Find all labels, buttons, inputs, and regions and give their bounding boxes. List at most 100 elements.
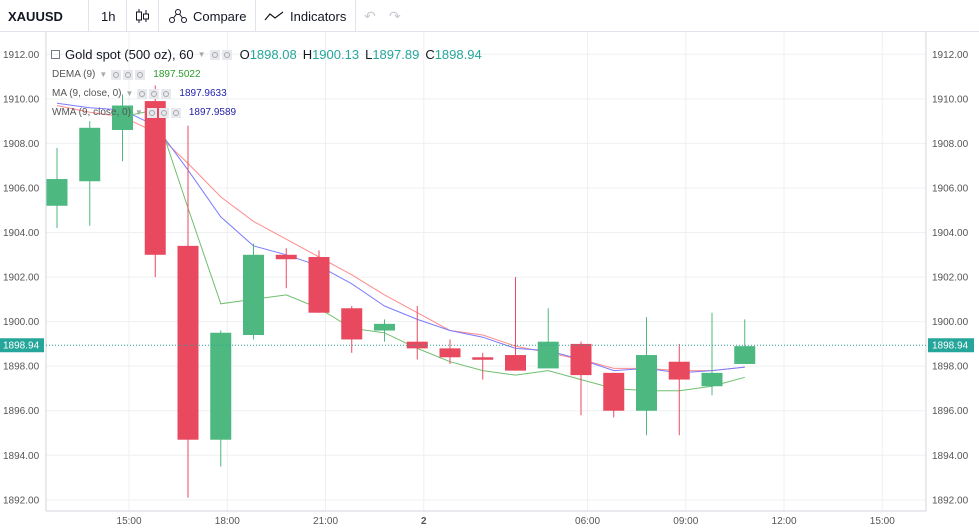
open-label: O (239, 47, 250, 62)
y-tick-label-right: 1910.00 (932, 94, 969, 105)
candle (439, 339, 461, 364)
candle (701, 312, 723, 396)
toolbar-divider (355, 0, 356, 32)
candle (308, 250, 330, 313)
candle-body (46, 179, 68, 206)
settings-icon[interactable] (123, 69, 134, 80)
x-tick-label: 15:00 (870, 516, 895, 527)
high-label: H (302, 47, 313, 62)
candle (734, 319, 756, 364)
candle (177, 125, 199, 498)
candle-body (144, 101, 166, 255)
y-tick-label-left: 1898.00 (3, 362, 40, 373)
x-tick-label: 12:00 (772, 516, 797, 527)
candle (79, 121, 101, 226)
y-tick-label-right: 1896.00 (932, 406, 969, 417)
visibility-icon[interactable] (146, 107, 157, 118)
candle (275, 248, 297, 289)
compare-label: Compare (193, 8, 247, 24)
y-tick-label-left: 1896.00 (3, 406, 40, 417)
axes: 1912.00 1912.00 1910.00 1910.00 1908.00 1908.… (0, 32, 974, 527)
candle-body (603, 372, 625, 411)
close-icon[interactable] (170, 107, 181, 118)
candle (668, 343, 690, 436)
settings-icon[interactable] (158, 107, 169, 118)
high-value: 1900.13 (312, 47, 360, 62)
settings-icon[interactable] (221, 49, 232, 60)
candle (537, 308, 559, 369)
undo-icon[interactable]: ↶ (364, 7, 376, 24)
x-tick-label: 15:00 (117, 516, 142, 527)
candle-body (406, 341, 428, 349)
candle (374, 319, 395, 342)
y-tick-label-right: 1908.00 (932, 139, 969, 150)
toolbar-divider (158, 0, 159, 32)
close-icon[interactable] (135, 69, 146, 80)
close-value: 1898.94 (434, 47, 482, 62)
indicators-button[interactable]: Indicators (264, 0, 346, 32)
candle-body (472, 357, 494, 360)
candle (603, 372, 625, 418)
indicators-icon (264, 11, 284, 21)
y-tick-label-left: 1908.00 (3, 139, 40, 150)
close-icon[interactable] (161, 88, 172, 99)
y-tick-label-right: 1912.00 (932, 50, 969, 61)
candle (243, 243, 264, 340)
x-tick-label: 09:00 (673, 516, 698, 527)
candle (210, 330, 232, 467)
candle (636, 317, 657, 436)
x-tick-label: 21:00 (313, 516, 338, 527)
redo-icon[interactable]: ↷ (389, 7, 401, 24)
compare-icon (169, 9, 187, 23)
series-title: Gold spot (500 oz), 60 (65, 47, 194, 62)
x-tick-label: 06:00 (575, 516, 600, 527)
close-label: C (425, 47, 435, 62)
toolbar-divider (88, 0, 89, 32)
y-tick-label-right: 1906.00 (932, 183, 969, 194)
y-tick-label-left: 1894.00 (3, 451, 40, 462)
visibility-icon[interactable] (137, 88, 148, 99)
y-tick-label-left: 1892.00 (3, 495, 40, 506)
indicator-name: MA (9, close, 0) (52, 88, 122, 99)
legend-dema: DEMA (9) ▼ 1897.5022 (52, 69, 201, 80)
candle (46, 147, 68, 229)
y-tick-label-left: 1902.00 (3, 273, 40, 284)
candle-body (734, 346, 756, 364)
candles-icon (136, 9, 149, 23)
symbol-search[interactable]: XAUUSD (8, 8, 63, 24)
legend-wma: WMA (9, close, 0) ▼ 1897.9589 (52, 107, 236, 118)
caret-down-icon[interactable]: ▼ (99, 70, 108, 79)
y-tick-label-left: 1906.00 (3, 183, 40, 194)
low-label: L (365, 47, 373, 62)
visibility-icon[interactable] (209, 49, 220, 60)
wma-line (56, 102, 745, 374)
collapse-icon[interactable] (51, 50, 60, 59)
candle-body (79, 127, 101, 182)
candle (341, 306, 363, 353)
candle-body (243, 254, 264, 335)
visibility-icon[interactable] (111, 69, 122, 80)
compare-button[interactable]: Compare (168, 0, 246, 32)
interval-button[interactable]: 1h (101, 8, 116, 24)
low-value: 1897.89 (372, 47, 420, 62)
y-tick-label-left: 1904.00 (3, 228, 40, 239)
x-tick-label: 18:00 (215, 516, 240, 527)
indicator-value: 1897.5022 (153, 69, 201, 80)
y-tick-label-right: 1892.00 (932, 495, 969, 506)
legend-ma: MA (9, close, 0) ▼ 1897.9633 (52, 88, 227, 99)
caret-down-icon[interactable]: ▼ (197, 50, 206, 59)
candle (406, 306, 428, 360)
y-tick-label-right: 1898.00 (932, 362, 969, 373)
caret-down-icon[interactable]: ▼ (125, 89, 134, 98)
candle-body (112, 105, 133, 131)
settings-icon[interactable] (149, 88, 160, 99)
candle (570, 341, 592, 416)
indicator-name: DEMA (9) (52, 69, 96, 80)
caret-down-icon[interactable]: ▼ (134, 108, 143, 117)
y-tick-label-right: 1902.00 (932, 273, 969, 284)
y-tick-label-right: 1904.00 (932, 228, 969, 239)
candle-body (636, 355, 657, 411)
y-tick-label-left: 1910.00 (3, 94, 40, 105)
indicator-value: 1897.9589 (188, 107, 237, 118)
chart-style-button[interactable] (134, 0, 150, 32)
